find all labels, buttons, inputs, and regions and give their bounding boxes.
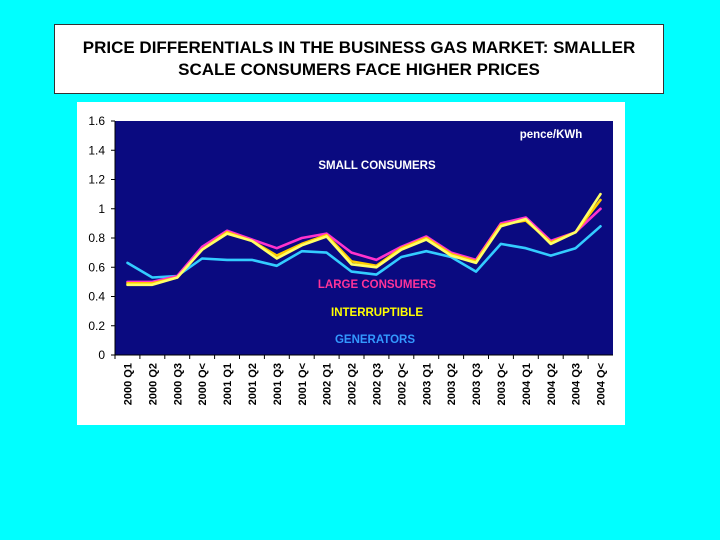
interruptible-label: INTERRUPTIBLE (331, 307, 423, 319)
y-tick-label: 1.2 (88, 173, 105, 187)
x-tick-label: 2000 Q< (197, 363, 209, 406)
y-tick-label: 0.4 (88, 290, 105, 304)
y-tick-label: 0 (98, 348, 105, 362)
x-tick-label: 2003 Q3 (471, 363, 483, 405)
x-tick-label: 2000 Q2 (147, 363, 159, 405)
y-tick-label: 0.2 (88, 319, 105, 333)
x-tick-label: 2004 Q1 (521, 363, 533, 405)
x-tick-label: 2004 Q< (596, 363, 608, 406)
x-tick-label: 2003 Q< (496, 363, 508, 406)
x-tick-label: 2002 Q1 (322, 363, 334, 405)
y-tick-label: 1.4 (88, 143, 105, 157)
small-consumers-label: SMALL CONSUMERS (318, 160, 436, 172)
x-tick-label: 2004 Q3 (571, 363, 583, 405)
generators-label: GENERATORS (335, 334, 415, 346)
y-tick-label: 0.6 (88, 260, 105, 274)
x-tick-label: 2003 Q2 (446, 363, 458, 405)
x-tick-label: 2001 Q3 (272, 363, 284, 405)
line-chart: 0 0.2 0.4 0.6 0.8 1 1.2 1.4 1.6 2000 Q1 2000 Q2 200… (88, 114, 613, 406)
large-consumers-label: LARGE CONSUMERS (318, 279, 437, 291)
x-tick-label: 2000 Q1 (122, 363, 134, 405)
x-tick-label: 2002 Q< (396, 363, 408, 406)
series-line-small-consumers (126, 192, 602, 287)
x-tick-label: 2001 Q1 (222, 363, 234, 405)
x-tick-label: 2001 Q< (297, 363, 309, 406)
title-box: PRICE DIFFERENTIALS IN THE BUSINESS GAS … (54, 24, 664, 94)
x-tick-label: 2000 Q3 (172, 363, 184, 405)
x-tick-label: 2004 Q2 (546, 363, 558, 405)
series-line-generators (126, 225, 602, 279)
chart-container: 0 0.2 0.4 0.6 0.8 1 1.2 1.4 1.6 2000 Q1 2000 Q2 200… (77, 102, 625, 425)
series-line-large-consumers (126, 207, 602, 284)
y-tick-label: 1 (98, 202, 105, 216)
chart-title: PRICE DIFFERENTIALS IN THE BUSINESS GAS … (82, 38, 636, 79)
unit-label: pence/KWh (520, 129, 583, 141)
plot-area (115, 121, 613, 355)
y-tick-label: 1.6 (88, 114, 105, 128)
x-tick-label: 2003 Q1 (421, 363, 433, 405)
y-tick-label: 0.8 (88, 231, 105, 245)
x-tick-label: 2002 Q3 (371, 363, 383, 405)
x-tick-label: 2001 Q2 (247, 363, 259, 405)
x-tick-label: 2002 Q2 (347, 363, 359, 405)
